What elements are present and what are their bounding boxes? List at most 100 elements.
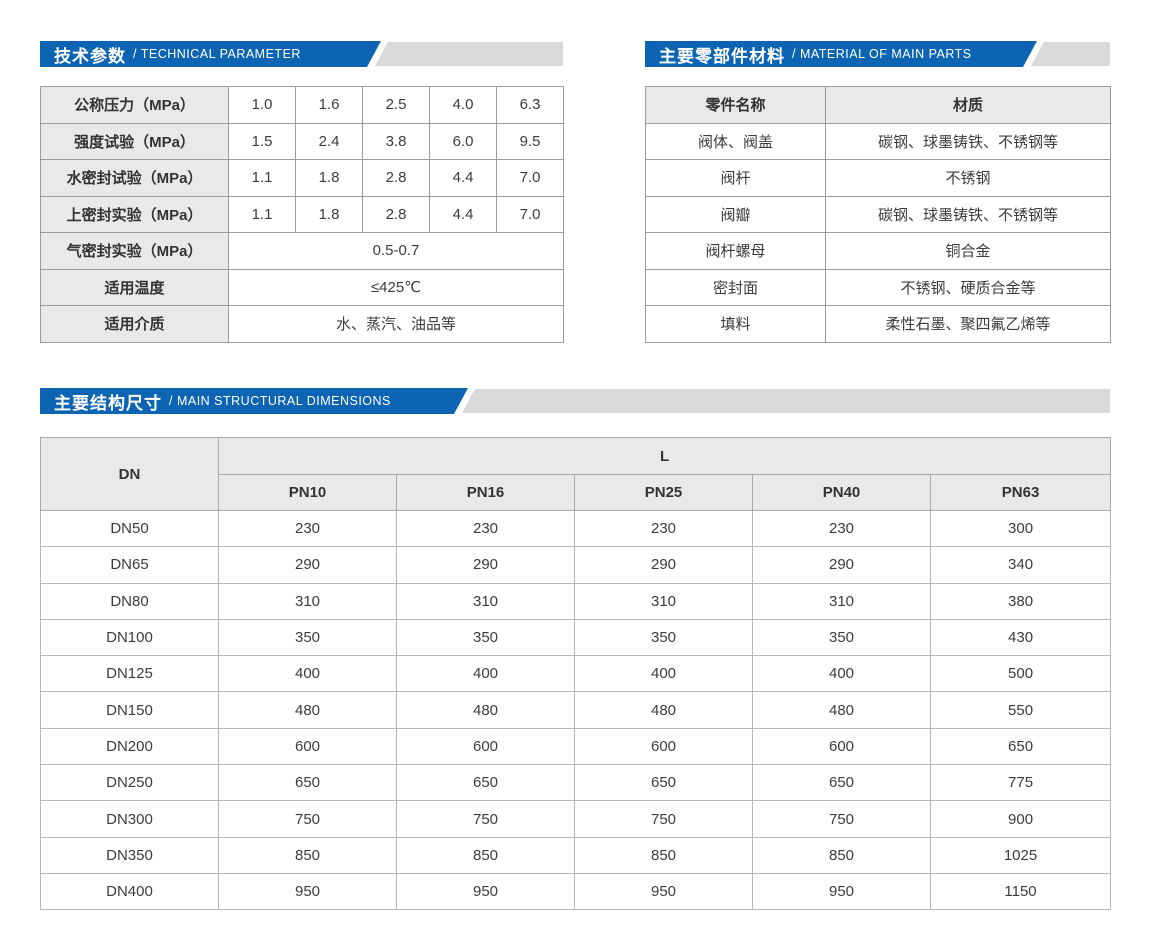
length-value-cell: 480 <box>752 691 931 729</box>
dimension-row: DN125 400 400 400 400 500 <box>40 655 1112 693</box>
part-name-cell: 阀杆螺母 <box>645 232 826 270</box>
dn-cell: DN400 <box>40 872 219 911</box>
length-value-cell: 850 <box>752 836 931 874</box>
structural-dimensions-table: DN L PN10 PN16 PN25 PN40 PN63 DN50 230 230… <box>40 437 1112 911</box>
technical-value-cell: 3.8 <box>362 122 430 160</box>
technical-value-cell: 1.8 <box>295 195 363 233</box>
dimensions-header-row-1: DN L <box>40 437 1112 511</box>
length-value-cell: 900 <box>929 800 1112 838</box>
technical-parameter-table: 公称压力（MPa） 1.0 1.6 2.5 4.0 6.3 强度试验（MPa） 1.5 2.4 3… <box>40 86 564 343</box>
technical-row: 强度试验（MPa） 1.5 2.4 3.8 6.0 9.5 <box>40 122 564 160</box>
dn-header: DN <box>40 437 219 511</box>
material-table-head: 零件名称 材质 <box>645 86 1111 124</box>
technical-value-cell: 1.8 <box>295 159 363 197</box>
dn-cell: DN300 <box>40 800 219 838</box>
length-value-cell: 600 <box>218 727 397 766</box>
dimension-row: DN200 600 600 600 600 650 <box>40 727 1112 766</box>
banner-gray-tail <box>1031 42 1110 66</box>
length-value-cell: 350 <box>218 618 397 657</box>
dn-cell: DN65 <box>40 546 219 584</box>
dn-cell: DN150 <box>40 691 219 729</box>
technical-value-cell: 4.0 <box>429 86 497 124</box>
length-value-cell: 430 <box>929 618 1112 657</box>
dimension-row: DN250 650 650 650 650 775 <box>40 764 1112 802</box>
technical-parameter-banner: 技术参数 / TECHNICAL PARAMETER <box>40 41 563 67</box>
length-value-cell: 650 <box>752 764 931 802</box>
technical-value-cell: 4.4 <box>429 159 497 197</box>
material-row: 密封面 不锈钢、硬质合金等 <box>645 268 1111 306</box>
length-value-cell: 400 <box>218 655 397 693</box>
technical-value-cell: 6.0 <box>429 122 497 160</box>
length-value-cell: 775 <box>929 764 1112 802</box>
length-value-cell: 290 <box>574 546 753 584</box>
technical-parameter-title-en: / TECHNICAL PARAMETER <box>133 47 301 61</box>
length-value-cell: 850 <box>218 836 397 874</box>
length-value-cell: 300 <box>929 509 1112 548</box>
material-header-row: 零件名称 材质 <box>645 86 1111 124</box>
length-value-cell: 290 <box>218 546 397 584</box>
pn16-header: PN16 <box>396 474 575 511</box>
banner-blue-ribbon: 主要结构尺寸 / MAIN STRUCTURAL DIMENSIONS <box>40 388 468 414</box>
dimension-row: DN50 230 230 230 230 300 <box>40 509 1112 548</box>
length-value-cell: 480 <box>396 691 575 729</box>
pn10-header: PN10 <box>218 474 397 511</box>
dimension-row: DN65 290 290 290 290 340 <box>40 546 1112 584</box>
length-value-cell: 750 <box>218 800 397 838</box>
length-value-cell: 600 <box>396 727 575 766</box>
material-cell: 不锈钢 <box>825 159 1111 197</box>
length-value-cell: 750 <box>396 800 575 838</box>
dimensions-header-row-2: PN10 PN16 PN25 PN40 PN63 <box>41 474 1112 511</box>
dimension-row: DN400 950 950 950 950 1150 <box>40 872 1112 911</box>
technical-row: 气密封实验（MPa） 0.5-0.7 <box>40 232 564 270</box>
length-value-cell: 480 <box>574 691 753 729</box>
length-value-cell: 650 <box>929 727 1112 766</box>
length-value-cell: 850 <box>574 836 753 874</box>
length-value-cell: 650 <box>574 764 753 802</box>
material-header: 材质 <box>825 86 1111 124</box>
material-cell: 碳钢、球墨铸铁、不锈钢等 <box>825 195 1111 233</box>
part-name-cell: 填料 <box>645 305 826 343</box>
length-value-cell: 350 <box>752 618 931 657</box>
pn63-header: PN63 <box>929 474 1112 511</box>
part-name-cell: 密封面 <box>645 268 826 306</box>
length-value-cell: 310 <box>396 582 575 620</box>
technical-value-cell: 1.1 <box>228 159 296 197</box>
length-value-cell: 600 <box>752 727 931 766</box>
length-value-cell: 650 <box>218 764 397 802</box>
dn-cell: DN350 <box>40 836 219 874</box>
technical-row-label: 公称压力（MPa） <box>40 86 229 124</box>
length-value-cell: 310 <box>752 582 931 620</box>
length-value-cell: 230 <box>574 509 753 548</box>
structural-dimensions-banner: 主要结构尺寸 / MAIN STRUCTURAL DIMENSIONS <box>40 388 1110 414</box>
length-value-cell: 340 <box>929 546 1112 584</box>
material-main-parts-title-en: / MATERIAL OF MAIN PARTS <box>792 47 972 61</box>
dimension-row: DN100 350 350 350 350 430 <box>40 618 1112 657</box>
dimensions-table-head: DN L PN10 PN16 PN25 PN40 PN63 <box>40 437 1112 511</box>
dimension-row: DN350 850 850 850 850 1025 <box>40 836 1112 874</box>
banner-blue-ribbon: 主要零部件材料 / MATERIAL OF MAIN PARTS <box>645 41 1037 67</box>
technical-value-cell: 2.8 <box>362 195 430 233</box>
part-name-header: 零件名称 <box>645 86 826 124</box>
technical-merged-value-cell: 水、蒸汽、油品等 <box>228 305 564 343</box>
dn-cell: DN80 <box>40 582 219 620</box>
technical-value-cell: 7.0 <box>496 159 564 197</box>
length-value-cell: 500 <box>929 655 1112 693</box>
length-value-cell: 400 <box>574 655 753 693</box>
length-value-cell: 950 <box>396 872 575 911</box>
length-value-cell: 750 <box>574 800 753 838</box>
technical-value-cell: 7.0 <box>496 195 564 233</box>
length-value-cell: 230 <box>396 509 575 548</box>
material-row: 阀杆螺母 铜合金 <box>645 232 1111 270</box>
technical-value-cell: 1.5 <box>228 122 296 160</box>
technical-row: 适用温度 ≤425℃ <box>40 268 564 306</box>
part-name-cell: 阀瓣 <box>645 195 826 233</box>
material-cell: 铜合金 <box>825 232 1111 270</box>
technical-row-label: 强度试验（MPa） <box>40 122 229 160</box>
pn40-header: PN40 <box>752 474 931 511</box>
technical-value-cell: 1.1 <box>228 195 296 233</box>
length-value-cell: 480 <box>218 691 397 729</box>
length-value-cell: 290 <box>396 546 575 584</box>
length-value-cell: 230 <box>752 509 931 548</box>
technical-parameter-table-body: 公称压力（MPa） 1.0 1.6 2.5 4.0 6.3 强度试验（MPa） 1.5 2.4 3… <box>40 86 564 343</box>
